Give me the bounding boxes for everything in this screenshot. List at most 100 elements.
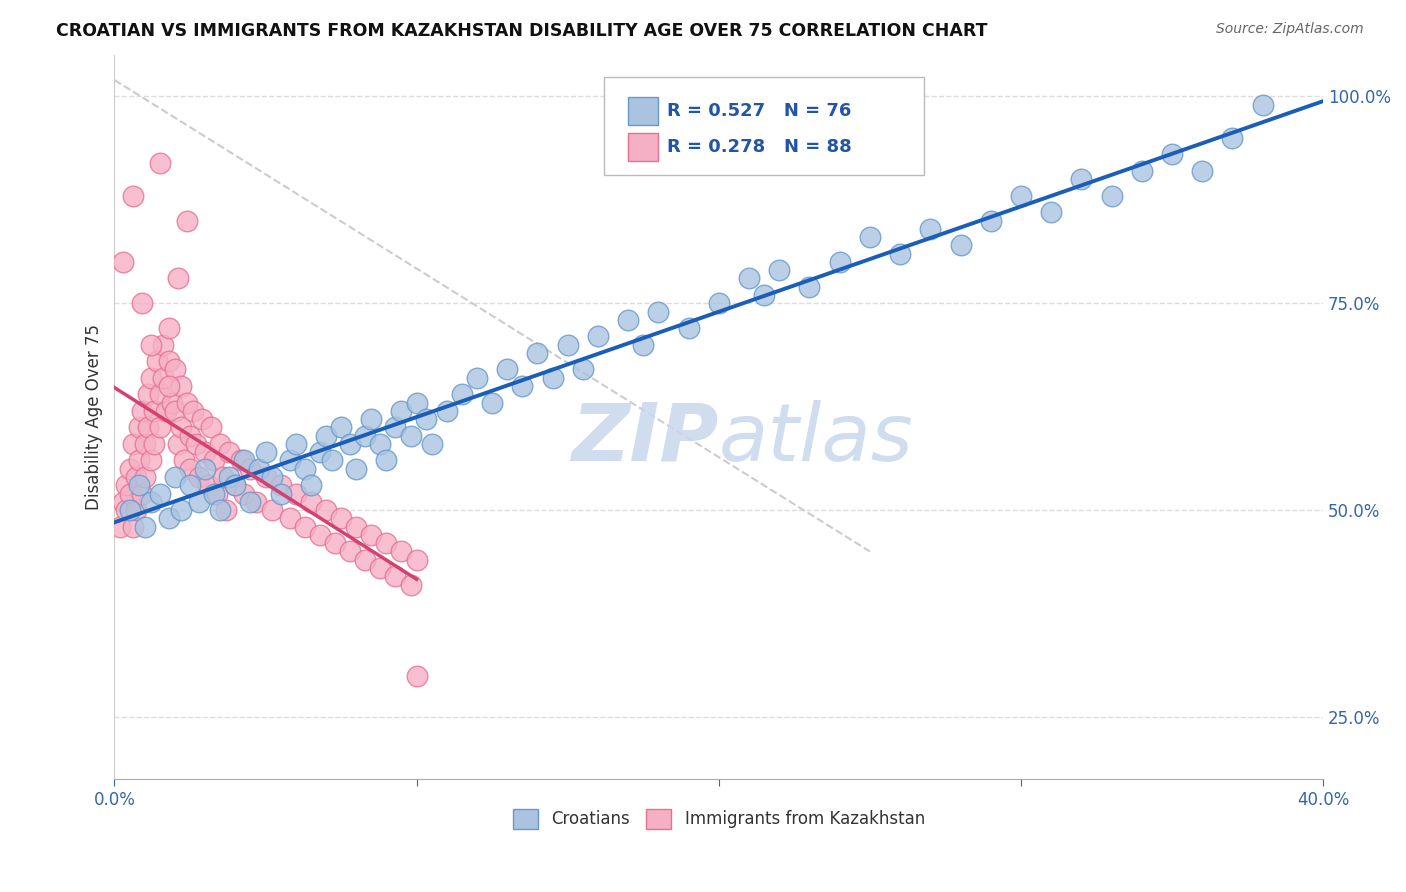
Point: [218, 470, 240, 484]
Point: [202, 486, 225, 500]
Bar: [628, 133, 658, 161]
Point: [889, 246, 911, 260]
Point: [344, 519, 367, 533]
Point: [149, 387, 172, 401]
Text: atlas: atlas: [718, 400, 914, 478]
Point: [270, 486, 292, 500]
Point: [354, 428, 377, 442]
Point: [160, 395, 183, 409]
Point: [136, 387, 159, 401]
Point: [384, 569, 406, 583]
Point: [157, 321, 180, 335]
Point: [118, 486, 141, 500]
Point: [202, 453, 225, 467]
Point: [405, 395, 427, 409]
Point: [315, 503, 337, 517]
Point: [136, 420, 159, 434]
Point: [191, 412, 214, 426]
Point: [209, 503, 232, 517]
Point: [163, 404, 186, 418]
Point: [309, 445, 332, 459]
Point: [163, 470, 186, 484]
Point: [209, 437, 232, 451]
FancyBboxPatch shape: [605, 77, 924, 175]
Point: [179, 461, 201, 475]
Bar: [628, 97, 658, 125]
Point: [139, 495, 162, 509]
Point: [118, 503, 141, 517]
Point: [451, 387, 474, 401]
Point: [707, 296, 730, 310]
Point: [949, 238, 972, 252]
Point: [586, 329, 609, 343]
Point: [339, 544, 361, 558]
Point: [512, 379, 534, 393]
Text: Source: ZipAtlas.com: Source: ZipAtlas.com: [1216, 22, 1364, 37]
Point: [284, 486, 307, 500]
Point: [415, 412, 437, 426]
Y-axis label: Disability Age Over 75: Disability Age Over 75: [86, 324, 103, 510]
Point: [254, 470, 277, 484]
Point: [315, 428, 337, 442]
Point: [321, 453, 343, 467]
Point: [294, 519, 316, 533]
Point: [112, 495, 135, 509]
Point: [112, 255, 135, 269]
Point: [233, 453, 256, 467]
Point: [142, 437, 165, 451]
Point: [370, 437, 392, 451]
Point: [1040, 205, 1063, 219]
Point: [233, 486, 256, 500]
Point: [572, 362, 595, 376]
Point: [496, 362, 519, 376]
Point: [149, 420, 172, 434]
Point: [131, 486, 153, 500]
Point: [145, 354, 167, 368]
Point: [118, 461, 141, 475]
Point: [344, 461, 367, 475]
Point: [184, 437, 207, 451]
Point: [131, 404, 153, 418]
Point: [139, 453, 162, 467]
Point: [309, 528, 332, 542]
Point: [420, 437, 443, 451]
Point: [205, 486, 228, 500]
Point: [212, 470, 235, 484]
Point: [752, 288, 775, 302]
Text: ZIP: ZIP: [571, 400, 718, 478]
Point: [170, 379, 193, 393]
Point: [828, 255, 851, 269]
Point: [197, 478, 219, 492]
Point: [270, 478, 292, 492]
Point: [157, 379, 180, 393]
Point: [391, 404, 413, 418]
Point: [278, 453, 301, 467]
Point: [617, 313, 640, 327]
Point: [360, 412, 382, 426]
Point: [399, 577, 422, 591]
Point: [121, 437, 143, 451]
Point: [239, 461, 262, 475]
Point: [249, 461, 271, 475]
Point: [181, 404, 204, 418]
Point: [330, 511, 353, 525]
Point: [131, 296, 153, 310]
Point: [152, 370, 174, 384]
Point: [176, 213, 198, 227]
Point: [124, 470, 146, 484]
Point: [194, 461, 217, 475]
Point: [260, 470, 283, 484]
Point: [149, 155, 172, 169]
Point: [155, 404, 177, 418]
Point: [375, 536, 398, 550]
Point: [194, 445, 217, 459]
Point: [139, 370, 162, 384]
Point: [391, 544, 413, 558]
Point: [375, 453, 398, 467]
Text: R = 0.527   N = 76: R = 0.527 N = 76: [666, 102, 851, 120]
Point: [173, 453, 195, 467]
Point: [231, 453, 253, 467]
Point: [384, 420, 406, 434]
Point: [179, 428, 201, 442]
Point: [1010, 188, 1032, 202]
